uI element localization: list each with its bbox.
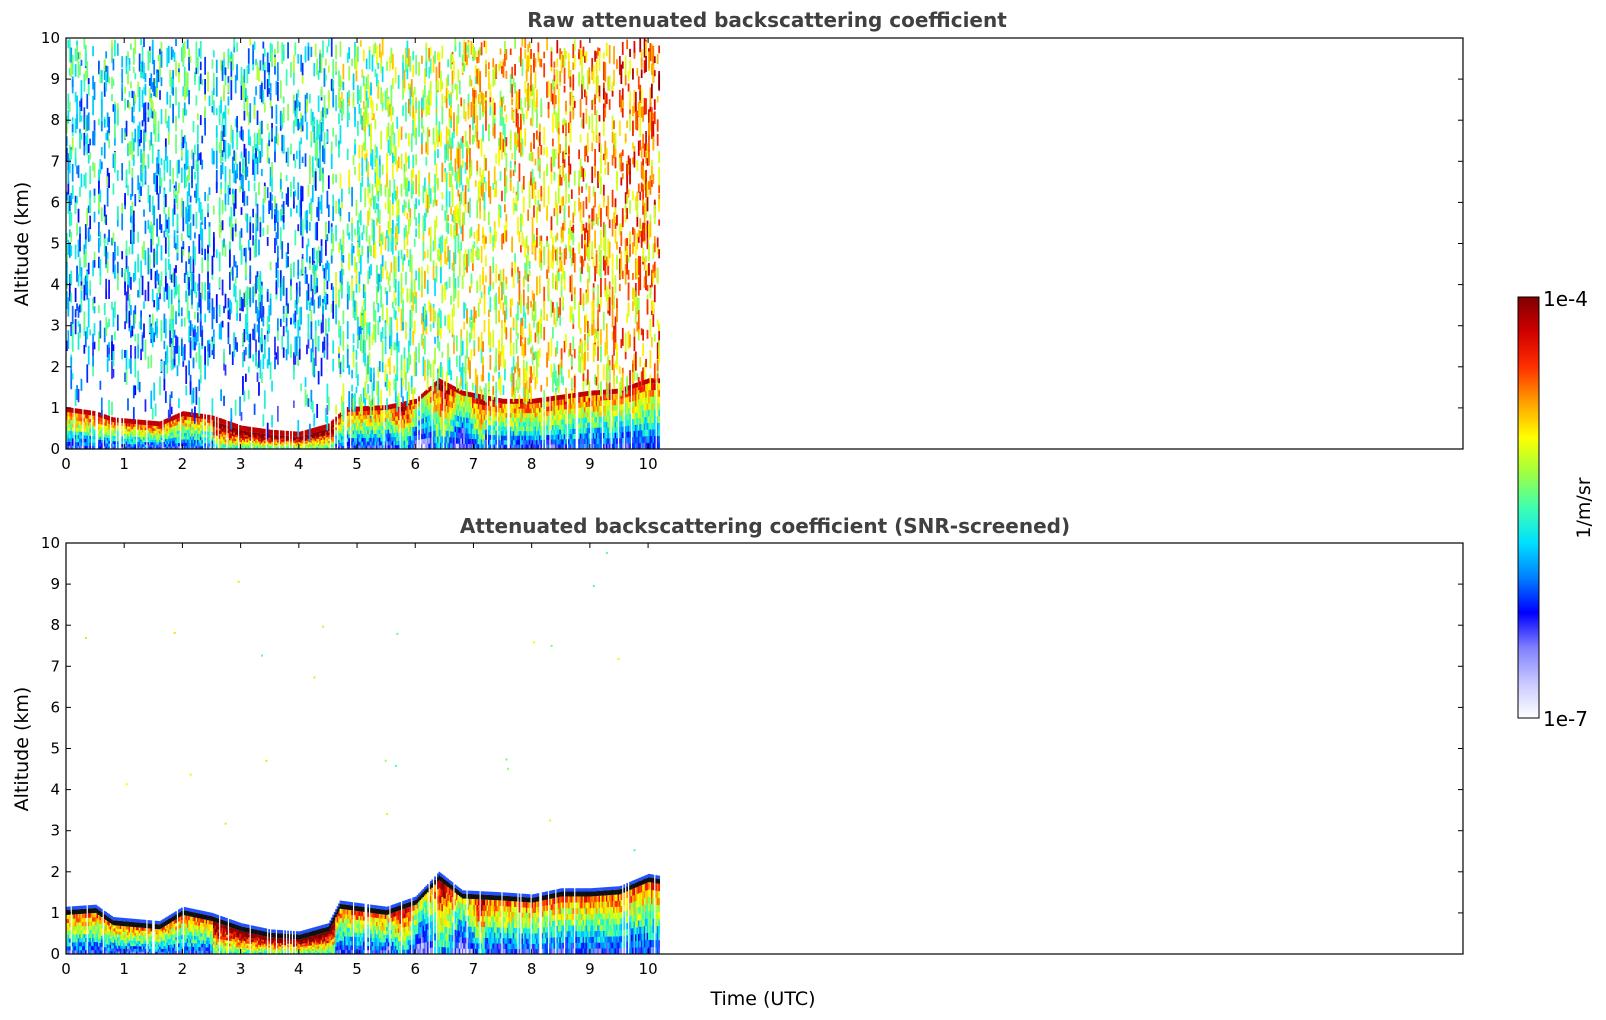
x-tick-label: 9 (585, 455, 595, 473)
y-tick-label: 7 (50, 152, 60, 170)
colorbar-max-label: 1e-4 (1543, 287, 1588, 311)
x-tick-label: 2 (178, 455, 188, 473)
raw-x-ticks: 0 1 2 3 4 5 6 7 8 9 10 (61, 38, 658, 473)
y-tick-label: 9 (50, 575, 60, 593)
x-tick-label: 10 (639, 960, 658, 978)
y-tick-label: 0 (50, 945, 60, 963)
snr-y-ticks: 0 1 2 3 4 5 6 7 8 9 10 (41, 534, 1463, 963)
y-tick-label: 2 (50, 358, 60, 376)
raw-y-axis-label: Altitude (km) (11, 182, 33, 307)
y-tick-label: 3 (50, 822, 60, 840)
colorbar-bar (1517, 296, 1540, 719)
snr-screened-panel: Attenuated backscattering coefficient (S… (11, 514, 1464, 1010)
raw-panel-title: Raw attenuated backscattering coefficien… (527, 8, 1007, 32)
y-tick-label: 7 (50, 657, 60, 675)
y-tick-label: 1 (50, 904, 60, 922)
y-tick-label: 4 (50, 781, 60, 799)
y-tick-label: 0 (50, 440, 60, 458)
x-tick-label: 0 (61, 455, 71, 473)
snr-plot-frame (65, 542, 1464, 955)
x-tick-label: 5 (352, 455, 362, 473)
y-tick-label: 5 (50, 740, 60, 758)
snr-x-ticks: 0 1 2 3 4 5 6 7 8 9 10 (61, 543, 658, 978)
raw-y-ticks: 0 1 2 3 4 5 6 7 8 9 10 (41, 29, 1463, 458)
x-tick-label: 4 (294, 960, 304, 978)
y-tick-label: 3 (50, 317, 60, 335)
y-tick-label: 6 (50, 193, 60, 211)
x-tick-label: 8 (527, 455, 537, 473)
y-tick-label: 4 (50, 276, 60, 294)
colorbar: 1e-4 1e-7 1/m/sr (1517, 287, 1595, 731)
colorbar-min-label: 1e-7 (1543, 707, 1588, 731)
x-tick-label: 1 (119, 455, 129, 473)
x-tick-label: 5 (352, 960, 362, 978)
y-tick-label: 10 (41, 29, 60, 47)
raw-heatmap-data (66, 38, 661, 450)
colorbar-unit-label: 1/m/sr (1573, 477, 1595, 538)
x-axis-label: Time (UTC) (709, 988, 815, 1010)
y-tick-label: 6 (50, 698, 60, 716)
raw-backscatter-panel: Raw attenuated backscattering coefficien… (11, 8, 1464, 473)
snr-y-axis-label: Altitude (km) (11, 687, 33, 812)
y-tick-label: 10 (41, 534, 60, 552)
y-tick-label: 9 (50, 70, 60, 88)
x-tick-label: 1 (119, 960, 129, 978)
snr-heatmap-data (66, 552, 661, 955)
x-tick-label: 0 (61, 960, 71, 978)
x-tick-label: 3 (236, 455, 246, 473)
x-tick-label: 7 (469, 960, 479, 978)
x-tick-label: 6 (410, 960, 420, 978)
x-tick-label: 7 (469, 455, 479, 473)
x-tick-label: 3 (236, 960, 246, 978)
y-tick-label: 5 (50, 235, 60, 253)
y-tick-label: 1 (50, 399, 60, 417)
y-tick-label: 2 (50, 863, 60, 881)
y-tick-label: 8 (50, 616, 60, 634)
x-tick-label: 9 (585, 960, 595, 978)
x-tick-label: 10 (639, 455, 658, 473)
x-tick-label: 2 (178, 960, 188, 978)
x-tick-label: 4 (294, 455, 304, 473)
snr-panel-title: Attenuated backscattering coefficient (S… (460, 514, 1070, 538)
x-tick-label: 8 (527, 960, 537, 978)
x-tick-label: 6 (410, 455, 420, 473)
y-tick-label: 8 (50, 111, 60, 129)
